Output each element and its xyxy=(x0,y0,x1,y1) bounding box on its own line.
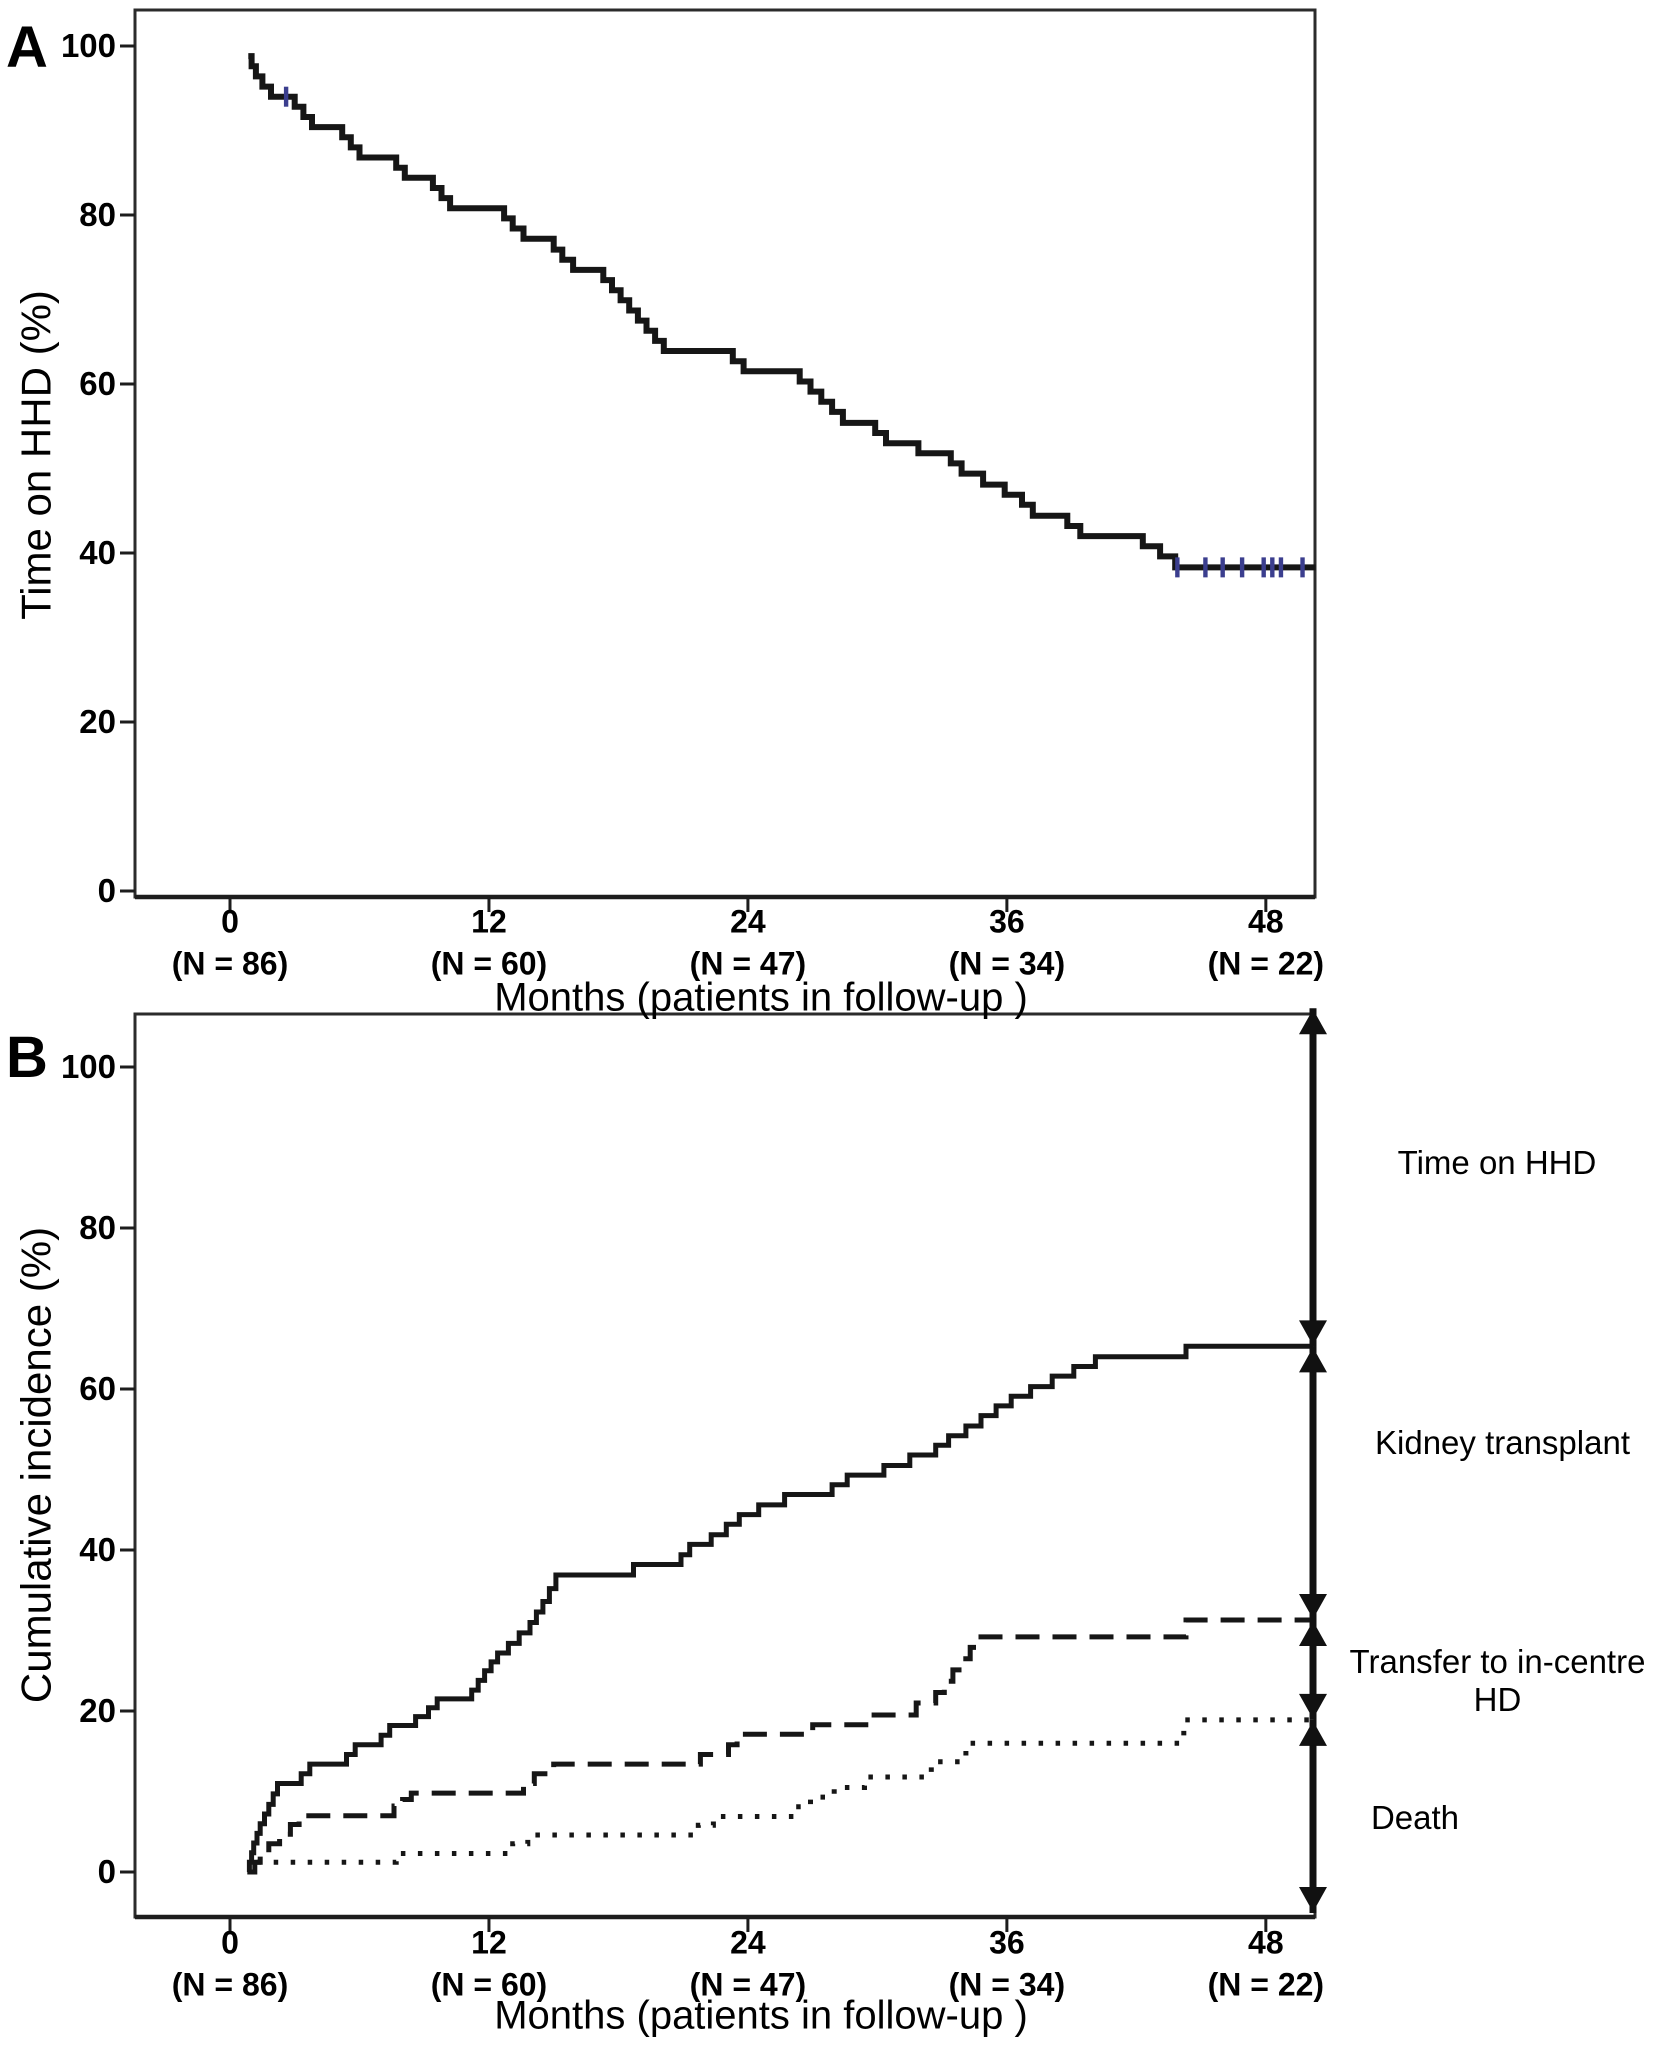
panel-a-letter: A xyxy=(6,15,49,80)
censor-mark xyxy=(1239,557,1245,578)
x-tick-label: 24 xyxy=(730,1924,766,1961)
annotation-label: Kidney transplant xyxy=(1375,1423,1630,1461)
x-tick-label: 0 xyxy=(221,903,239,940)
x-tick-n-label: (N = 60) xyxy=(430,1966,548,2003)
curve-transfer-to-in-centre-hd xyxy=(251,1617,1314,1875)
x-tick-n-label: (N = 22) xyxy=(1207,1966,1325,2003)
y-tick-label: 20 xyxy=(79,1692,116,1729)
panel-b-y-axis-title: Cumulative incidence (%) xyxy=(12,1226,60,1704)
arrow-down-icon xyxy=(1299,1320,1327,1346)
censor-mark xyxy=(1203,557,1208,578)
x-tick-label: 48 xyxy=(1248,903,1284,940)
y-tick-label: 0 xyxy=(97,872,116,909)
y-tick-label: 100 xyxy=(60,27,116,64)
x-tick-n-label: (N = 22) xyxy=(1207,945,1325,982)
panel-a-x-axis-title: Months (patients in follow-up ) xyxy=(494,975,1028,1020)
arrow-up-icon xyxy=(1299,1347,1327,1373)
arrow-up-icon xyxy=(1299,1720,1327,1746)
x-tick-label: 36 xyxy=(989,1924,1025,1961)
censor-mark xyxy=(1270,557,1275,578)
x-tick-label: 24 xyxy=(730,903,766,940)
censor-mark xyxy=(1220,557,1225,578)
arrow-up-icon xyxy=(1299,1621,1327,1647)
plot-frame-b xyxy=(133,1012,1317,1919)
censor-mark xyxy=(283,86,289,107)
x-tick-label: 48 xyxy=(1248,1924,1284,1961)
censor-mark xyxy=(1300,557,1305,578)
panel-b-letter: B xyxy=(6,1025,49,1090)
x-tick-n-label: (N = 60) xyxy=(430,945,548,982)
y-tick-label: 40 xyxy=(79,1531,116,1568)
y-tick-label: 60 xyxy=(79,1370,116,1407)
arrow-down-icon xyxy=(1299,1887,1327,1913)
arrow-up-icon xyxy=(1299,1009,1327,1035)
annotation-label: Death xyxy=(1370,1799,1460,1837)
censor-mark xyxy=(1175,557,1180,578)
x-tick-n-label: (N = 47) xyxy=(689,1966,807,2003)
x-tick-label: 0 xyxy=(221,1924,239,1961)
panel-b-x-axis-title: Months (patients in follow-up ) xyxy=(494,1993,1028,2038)
y-tick-label: 60 xyxy=(79,365,116,402)
x-tick-n-label: (N = 47) xyxy=(689,945,807,982)
x-tick-n-label: (N = 34) xyxy=(948,945,1066,982)
censor-mark xyxy=(1261,557,1266,578)
curve-death xyxy=(249,1717,1314,1875)
arrow-down-icon xyxy=(1299,1594,1327,1620)
plot-frame-a xyxy=(133,8,1317,899)
x-tick-n-label: (N = 34) xyxy=(948,1966,1066,2003)
y-tick-label: 80 xyxy=(79,196,116,233)
x-tick-n-label: (N = 86) xyxy=(171,1966,289,2003)
y-tick-label: 40 xyxy=(79,534,116,571)
x-tick-label: 12 xyxy=(471,1924,507,1961)
y-tick-label: 80 xyxy=(79,1209,116,1246)
annotation-label: Transfer to in-centre HD xyxy=(1349,1643,1646,1719)
arrow-down-icon xyxy=(1299,1693,1327,1719)
x-tick-label: 36 xyxy=(989,903,1025,940)
y-tick-label: 0 xyxy=(97,1853,116,1890)
x-tick-n-label: (N = 86) xyxy=(171,945,289,982)
curve-time-on-hhd xyxy=(248,53,1316,571)
y-tick-label: 100 xyxy=(60,1048,116,1085)
censor-mark xyxy=(1278,557,1284,578)
y-tick-label: 20 xyxy=(79,703,116,740)
x-tick-label: 12 xyxy=(471,903,507,940)
annotation-label: Time on HHD xyxy=(1397,1143,1597,1181)
curve-kidney-transplant xyxy=(246,1343,1314,1875)
